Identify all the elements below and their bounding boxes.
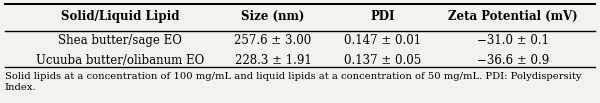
Text: Zeta Potential (mV): Zeta Potential (mV) bbox=[448, 10, 578, 23]
Text: Shea butter/sage EO: Shea butter/sage EO bbox=[58, 34, 182, 47]
Text: 0.147 ± 0.01: 0.147 ± 0.01 bbox=[344, 34, 421, 47]
Text: 257.6 ± 3.00: 257.6 ± 3.00 bbox=[235, 34, 311, 47]
Text: 228.3 ± 1.91: 228.3 ± 1.91 bbox=[235, 54, 311, 67]
Text: 0.137 ± 0.05: 0.137 ± 0.05 bbox=[344, 54, 421, 67]
Text: −31.0 ± 0.1: −31.0 ± 0.1 bbox=[477, 34, 549, 47]
Text: Ucuuba butter/olibanum EO: Ucuuba butter/olibanum EO bbox=[36, 54, 204, 67]
Text: Solid lipids at a concentration of 100 mg/mL and liquid lipids at a concentratio: Solid lipids at a concentration of 100 m… bbox=[5, 72, 581, 91]
Text: Size (nm): Size (nm) bbox=[241, 10, 305, 23]
Text: −36.6 ± 0.9: −36.6 ± 0.9 bbox=[477, 54, 549, 67]
Text: PDI: PDI bbox=[371, 10, 395, 23]
Text: Solid/Liquid Lipid: Solid/Liquid Lipid bbox=[61, 10, 179, 23]
